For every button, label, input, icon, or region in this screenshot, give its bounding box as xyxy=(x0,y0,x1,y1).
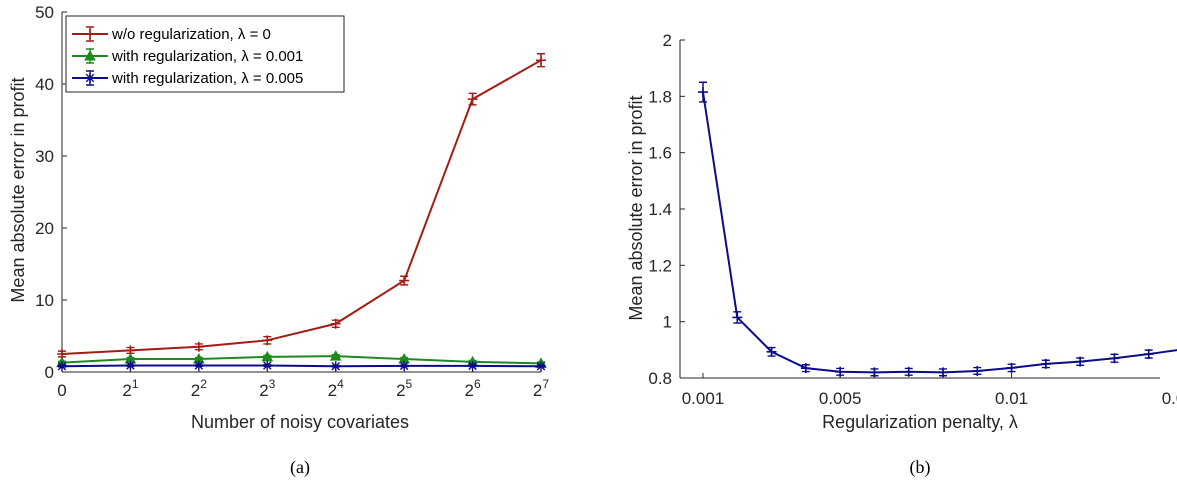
series-line xyxy=(61,364,542,368)
data-point xyxy=(193,360,204,371)
y-tick-label: 1.2 xyxy=(648,256,672,275)
x-ticks-b: 0.001 0.005 0.01 0.015 xyxy=(682,373,1177,408)
x-axis-title-b: Regularization penalty, λ xyxy=(822,412,1018,432)
series-3 xyxy=(57,360,546,372)
legend-label: with regularization, λ = 0.001 xyxy=(111,48,303,65)
y-tick-label: 10 xyxy=(35,291,54,310)
y-tick-label: 1.4 xyxy=(648,200,672,219)
x-tick-label: 24 xyxy=(328,377,344,400)
legend-a: w/o regularization, λ = 0 with regulariza… xyxy=(65,15,345,93)
legend-item-2: with regularization, λ = 0.001 xyxy=(72,48,303,65)
data-point xyxy=(399,360,410,371)
x-tick-label: 22 xyxy=(191,377,207,400)
x-tick-label: 26 xyxy=(464,377,480,400)
y-tick-label: 0.8 xyxy=(648,369,672,388)
legend-box-a xyxy=(65,15,345,93)
data-point xyxy=(1075,356,1086,367)
series-group-b xyxy=(698,81,1177,378)
data-point xyxy=(903,366,914,377)
data-point xyxy=(262,335,273,346)
legend-item-3: with regularization, λ = 0.005 xyxy=(72,70,303,87)
data-point xyxy=(1040,358,1051,369)
data-point xyxy=(125,360,136,371)
x-tick-label: 23 xyxy=(259,377,275,400)
series-line xyxy=(61,59,542,355)
series-1 xyxy=(57,53,546,359)
x-tick-label: 21 xyxy=(122,377,138,400)
data-point xyxy=(536,55,546,66)
data-point xyxy=(1006,362,1017,373)
y-ticks-a: 0 10 20 30 40 50 xyxy=(35,3,67,382)
y-tick-label: 0 xyxy=(45,363,54,382)
data-point xyxy=(329,350,342,361)
data-point xyxy=(835,366,846,377)
data-point xyxy=(467,360,478,371)
series-line xyxy=(702,91,1177,374)
series-line xyxy=(61,355,542,365)
series-group-a xyxy=(56,53,547,372)
data-point xyxy=(536,361,546,372)
data-point xyxy=(330,361,341,372)
chart-panel-b: 0.8 1 1.2 1.4 1.6 1.8 2 0.001 0.005 0.01 0.015 Re… xyxy=(626,31,1177,478)
data-point xyxy=(766,346,777,357)
data-point xyxy=(732,312,743,323)
series-1 xyxy=(698,81,1177,378)
data-point xyxy=(972,365,983,376)
y-axis-title-a: Mean absolute error in profit xyxy=(8,77,28,302)
x-tick-label: 0.001 xyxy=(682,389,725,408)
x-tick-label: 0.015 xyxy=(1162,389,1177,408)
data-point xyxy=(193,341,204,352)
data-point xyxy=(467,94,478,105)
x-tick-label: 27 xyxy=(533,377,549,400)
x-tick-label: 25 xyxy=(396,377,412,400)
panel-label-b: (b) xyxy=(910,457,931,478)
data-point xyxy=(57,361,67,372)
legend-label: with regularization, λ = 0.005 xyxy=(111,70,303,87)
y-tick-label: 1.8 xyxy=(648,87,672,106)
data-point xyxy=(1109,353,1120,364)
legend-label: w/o regularization, λ = 0 xyxy=(111,26,271,43)
y-tick-label: 30 xyxy=(35,147,54,166)
y-tick-label: 2 xyxy=(663,31,672,50)
chart-panel-a: 0 10 20 30 40 50 0 21 22 23 24 25 26 27 Number of no… xyxy=(8,3,549,478)
data-point xyxy=(800,363,811,374)
y-axis-title-b: Mean absolute error in profit xyxy=(626,95,646,320)
y-tick-label: 50 xyxy=(35,3,54,22)
data-point xyxy=(1143,349,1154,360)
legend-swatch-marker xyxy=(84,49,96,61)
x-tick-label: 0.005 xyxy=(819,389,862,408)
x-axis-title-a: Number of noisy covariates xyxy=(191,412,409,432)
x-tick-label: 0 xyxy=(57,381,66,400)
y-tick-label: 1.6 xyxy=(648,144,672,163)
data-point xyxy=(262,360,273,371)
data-point xyxy=(938,367,948,378)
y-tick-label: 20 xyxy=(35,219,54,238)
x-tick-label: 0.01 xyxy=(995,389,1028,408)
panel-label-a: (a) xyxy=(290,457,310,478)
y-tick-label: 40 xyxy=(35,75,54,94)
y-tick-label: 1 xyxy=(663,313,672,332)
legend-swatch-marker xyxy=(85,29,95,39)
data-point xyxy=(698,87,708,98)
legend-swatch-marker xyxy=(85,73,95,83)
legend-item-1: w/o regularization, λ = 0 xyxy=(72,26,271,43)
y-ticks-b: 0.8 1 1.2 1.4 1.6 1.8 2 xyxy=(648,31,685,388)
data-point xyxy=(399,275,410,286)
data-point xyxy=(330,318,341,329)
data-point xyxy=(869,367,880,378)
x-ticks-a: 0 21 22 23 24 25 26 27 xyxy=(57,367,549,400)
